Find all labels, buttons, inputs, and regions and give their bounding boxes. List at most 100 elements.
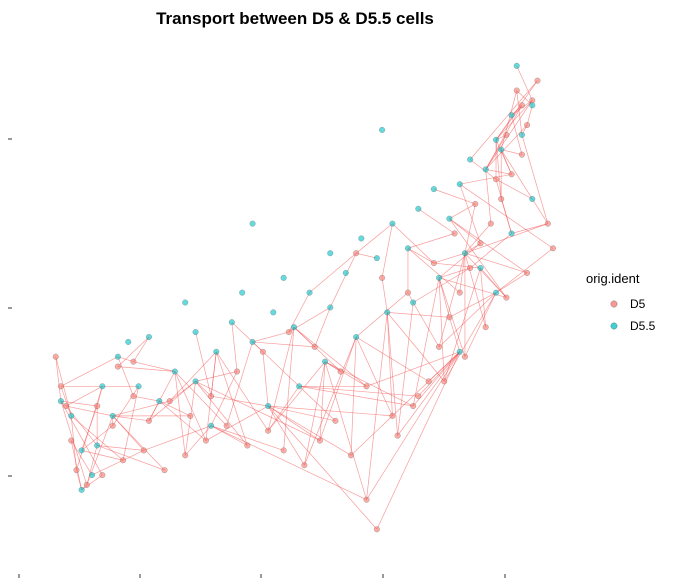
transport-line: [97, 445, 165, 471]
point-d5-5: [493, 136, 500, 143]
point-d5-5: [208, 422, 215, 429]
transport-line: [495, 179, 512, 234]
point-d5: [487, 220, 494, 227]
transport-line: [355, 292, 409, 338]
point-d5-5: [249, 220, 256, 227]
transport-line: [480, 267, 487, 328]
transport-line: [511, 115, 523, 155]
point-d5: [130, 393, 137, 400]
point-d5-5: [94, 442, 101, 449]
transport-line: [495, 178, 533, 200]
point-d5: [301, 462, 308, 469]
data-points: [52, 62, 557, 533]
transport-line: [412, 277, 440, 407]
point-d5: [83, 481, 90, 488]
point-d5: [508, 171, 515, 178]
point-d5: [63, 403, 70, 410]
transport-line: [60, 400, 88, 486]
chart-title: Transport between D5 & D5.5 cells: [156, 9, 434, 28]
transport-line: [122, 386, 139, 461]
point-d5: [534, 77, 541, 84]
point-d5-5: [192, 329, 199, 336]
point-d5-5: [529, 195, 536, 202]
transport-line: [174, 371, 207, 441]
transport-lines: [55, 65, 554, 530]
point-d5-5: [508, 230, 515, 237]
point-d5: [140, 447, 147, 454]
point-d5: [373, 526, 380, 533]
transport-line: [133, 395, 160, 402]
point-d5-5: [68, 412, 75, 419]
transport-line: [516, 65, 533, 101]
transport-line: [195, 371, 238, 382]
point-d5: [363, 496, 370, 503]
point-d5: [477, 240, 484, 247]
transport-line: [65, 405, 98, 446]
point-d5: [316, 437, 323, 444]
transport-line: [355, 336, 429, 382]
transport-line: [81, 405, 98, 451]
transport-line: [319, 336, 357, 441]
point-d5-5: [477, 264, 484, 271]
transport-line: [386, 312, 398, 436]
point-d5: [68, 437, 75, 444]
transport-line: [324, 361, 414, 407]
transport-line: [501, 149, 523, 155]
transport-line: [267, 405, 305, 466]
point-d5: [120, 457, 127, 464]
point-d5: [223, 422, 230, 429]
point-d5: [472, 200, 479, 207]
transport-line: [169, 351, 217, 402]
transport-line: [449, 218, 528, 274]
point-d5: [394, 432, 401, 439]
point-d5-5: [145, 334, 152, 341]
transport-line: [329, 253, 357, 308]
point-d5: [285, 329, 292, 336]
transport-line: [252, 331, 289, 343]
transport-line: [485, 169, 492, 224]
transport-line: [459, 173, 512, 185]
transport-line: [252, 341, 336, 422]
point-d5: [518, 102, 525, 109]
point-d5: [57, 383, 64, 390]
transport-line: [133, 336, 150, 362]
transport-line: [495, 272, 528, 293]
point-d5: [99, 472, 106, 479]
transport-line: [464, 252, 507, 298]
point-d5: [347, 452, 354, 459]
point-d5-5: [389, 220, 396, 227]
point-d5: [493, 176, 500, 183]
transport-line: [205, 405, 269, 441]
point-d5: [524, 269, 531, 276]
point-d5: [280, 447, 287, 454]
transport-line: [210, 351, 217, 397]
transport-line: [293, 326, 367, 387]
transport-line: [495, 100, 533, 141]
point-d5: [311, 343, 318, 350]
legend-label-d5-5: D5.5: [630, 319, 656, 333]
transport-line: [60, 400, 103, 476]
transport-line: [438, 253, 466, 347]
transport-line: [485, 169, 512, 175]
point-d5: [244, 442, 251, 449]
point-d5-5: [373, 255, 380, 262]
point-d5: [436, 343, 443, 350]
transport-line: [516, 90, 533, 106]
point-d5-5: [415, 205, 422, 212]
transport-line: [443, 267, 481, 382]
transport-line: [397, 351, 461, 436]
point-d5: [415, 393, 422, 400]
x-axis-ticks: [18, 574, 506, 578]
legend-title: orig.ident: [586, 271, 640, 286]
transport-line: [314, 307, 331, 347]
point-d5-5: [78, 447, 85, 454]
point-d5: [498, 195, 505, 202]
point-d5: [130, 358, 137, 365]
transport-line: [159, 400, 207, 441]
point-d5-5: [327, 250, 334, 257]
transport-line: [418, 351, 461, 397]
legend: orig.ident D5 D5.5: [586, 271, 656, 333]
transport-line: [464, 243, 481, 254]
transport-line: [231, 322, 238, 372]
transport-line: [267, 405, 352, 456]
